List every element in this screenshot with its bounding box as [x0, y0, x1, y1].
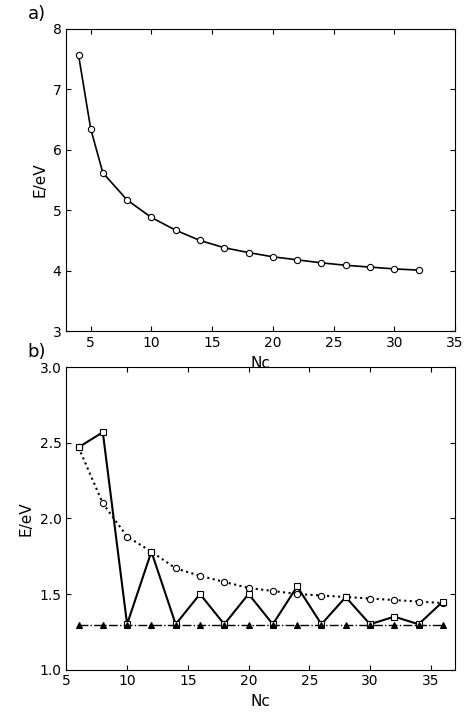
X-axis label: Nc: Nc [251, 694, 271, 709]
Text: a): a) [27, 5, 46, 23]
Text: b): b) [27, 343, 46, 361]
Y-axis label: E/eV: E/eV [19, 501, 34, 536]
Y-axis label: E/eV: E/eV [32, 163, 47, 197]
X-axis label: Nc: Nc [251, 356, 271, 371]
